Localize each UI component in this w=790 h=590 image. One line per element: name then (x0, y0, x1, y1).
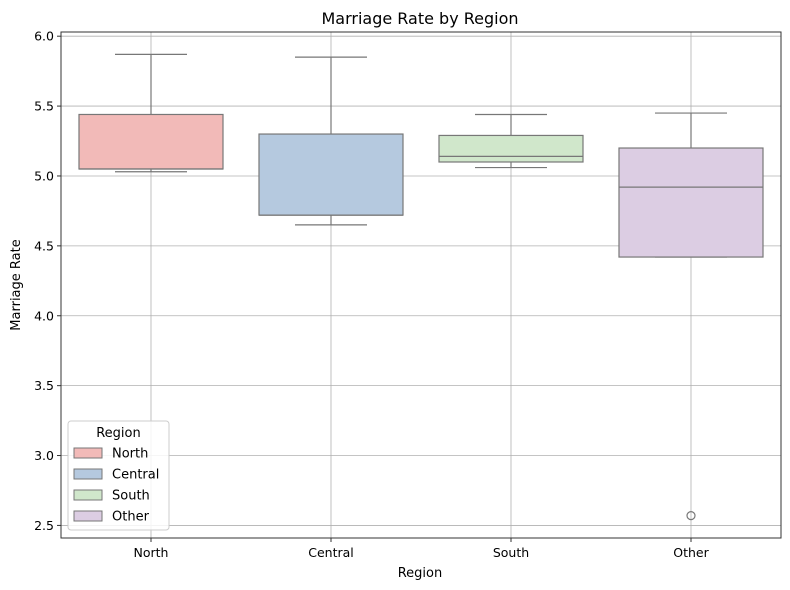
y-tick-label: 4.5 (34, 238, 54, 253)
legend-swatch (73, 447, 103, 459)
box-central (258, 56, 404, 226)
legend-label: Other (112, 510, 150, 525)
legend-swatch (73, 510, 103, 522)
x-tick-label: North (134, 545, 169, 560)
legend-title: Region (96, 426, 141, 441)
x-axis-label: Region (398, 566, 443, 581)
y-tick-label: 2.5 (34, 518, 54, 533)
chart-title: Marriage Rate by Region (321, 9, 518, 28)
x-axis: North Central South Other (134, 538, 710, 560)
box-body (438, 134, 584, 163)
outlier-point (686, 511, 696, 521)
x-tick-label: South (493, 545, 529, 560)
legend-swatch (73, 489, 103, 501)
y-tick-label: 4.0 (34, 308, 54, 323)
y-axis-label: Marriage Rate (9, 239, 24, 330)
y-tick-label: 3.5 (34, 378, 54, 393)
box-other (618, 112, 764, 521)
box-body (258, 133, 404, 216)
boxes (78, 53, 764, 521)
y-tick-label: 5.0 (34, 168, 54, 183)
box-south (438, 113, 584, 169)
legend-swatch (73, 468, 103, 480)
legend-label: Central (112, 468, 159, 483)
y-axis: 2.5 3.0 3.5 4.0 4.5 5.0 5.5 6.0 (34, 29, 61, 533)
x-tick-label: Other (673, 545, 709, 560)
x-tick-label: Central (308, 545, 354, 560)
plot-frame (60, 31, 782, 539)
y-tick-label: 6.0 (34, 29, 54, 44)
y-tick-label: 5.5 (34, 99, 54, 114)
box-body (618, 147, 764, 258)
y-tick-label: 3.0 (34, 448, 54, 463)
legend-label: South (112, 489, 150, 504)
box-body (78, 113, 224, 170)
box-north (78, 53, 224, 173)
legend: Region North Central South Other (67, 420, 170, 531)
legend-label: North (112, 447, 148, 462)
